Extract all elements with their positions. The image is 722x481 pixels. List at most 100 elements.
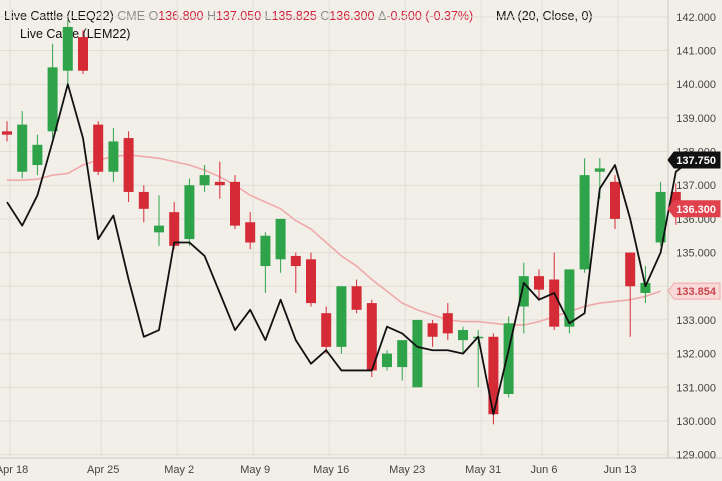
candle-body <box>610 181 620 219</box>
x-tick-label: May 31 <box>465 464 501 476</box>
candle-body <box>579 175 590 270</box>
x-tick-label: Apr 25 <box>87 464 119 476</box>
chart-header: Live Cattle (LEQ22) CME O136.800 H137.05… <box>4 9 473 23</box>
candle-body <box>427 323 438 337</box>
candle-body <box>442 313 453 334</box>
candle-body <box>351 286 362 310</box>
candle-body <box>230 181 240 226</box>
price-badge-compare: 137.750 <box>667 151 721 169</box>
close-label: C <box>320 9 330 23</box>
candle-body <box>17 124 28 172</box>
candle-body <box>245 222 256 243</box>
candle-down <box>549 252 560 331</box>
low-value: 135.825 <box>271 9 317 23</box>
candle-down <box>488 333 499 425</box>
candle-body <box>260 235 271 267</box>
candle-body <box>564 269 575 327</box>
candle-body <box>214 181 225 186</box>
candle-body <box>32 144 43 166</box>
y-tick-label: 135.000 <box>676 248 716 260</box>
ma-line <box>7 154 661 326</box>
candle-body <box>594 168 605 172</box>
price-badge-down: 136.300 <box>667 200 721 218</box>
x-tick-label: Apr 18 <box>0 464 28 476</box>
candle-body <box>123 138 134 192</box>
candle-up <box>458 326 468 354</box>
candle-up <box>275 218 286 273</box>
candle-up <box>336 286 347 354</box>
compare-line <box>6 83 692 416</box>
y-tick-label: 141.000 <box>676 46 716 58</box>
open-label: O <box>148 9 159 23</box>
candle-down <box>138 185 149 223</box>
candle-body <box>549 279 560 327</box>
candle-up <box>260 232 271 293</box>
candle-down <box>169 202 180 250</box>
y-tick-label: 133.000 <box>676 315 716 327</box>
candle-body <box>321 313 332 347</box>
candle-body <box>199 175 210 186</box>
candle-down <box>78 30 88 75</box>
x-axis: Apr 18 Apr 25 May 2 May 9 May 16 May 23 May 31… <box>0 464 637 476</box>
candle-up <box>154 195 164 246</box>
y-tick-label: 130.000 <box>676 416 716 428</box>
candle-down <box>366 299 377 378</box>
change-label: Δ <box>377 9 387 23</box>
open-value: 136.800 <box>158 9 204 23</box>
candle-body <box>62 26 73 71</box>
exchange-label: CME <box>117 9 146 23</box>
candle-body <box>169 212 180 246</box>
candle-up <box>518 262 529 334</box>
compare-line-layer <box>6 83 692 416</box>
symbol-label: Live Cattle (LEQ22) <box>4 9 114 23</box>
price-badge-shape <box>667 282 721 300</box>
candle-body <box>47 67 58 132</box>
price-badge-shape <box>667 151 721 169</box>
y-tick-label: 132.000 <box>676 349 716 361</box>
candle-up <box>199 165 210 192</box>
candle-body <box>336 286 347 347</box>
price-badge-shape <box>667 200 721 218</box>
candle-up <box>108 127 119 182</box>
candle-down <box>93 121 104 176</box>
x-tick-label: May 23 <box>389 464 425 476</box>
moving-average-layer <box>7 154 661 326</box>
high-label: H <box>206 9 216 23</box>
x-tick-label: May 2 <box>164 464 194 476</box>
candle-body <box>2 131 12 135</box>
candle-body <box>154 225 164 233</box>
candle-up <box>184 178 195 246</box>
candles-layer <box>2 20 681 425</box>
candle-up <box>17 111 28 179</box>
candle-down <box>214 161 225 199</box>
price-badge-label: 133.854 <box>676 286 717 298</box>
y-tick-label: 131.000 <box>676 382 716 394</box>
candle-up <box>655 181 666 246</box>
candle-up <box>412 319 423 388</box>
candle-body <box>290 255 301 267</box>
candle-body <box>397 340 408 368</box>
price-badge-ma: 133.854 <box>667 282 721 300</box>
candle-body <box>625 252 636 287</box>
x-tick-label: May 16 <box>313 464 349 476</box>
y-axis: 129.000130.000131.000132.000133.000134.0… <box>676 12 716 462</box>
candle-body <box>184 185 195 240</box>
compare-legend: Live Cattle (LEM22) <box>20 27 131 41</box>
candle-up <box>32 134 43 176</box>
candle-body <box>655 191 666 243</box>
y-tick-label: 139.000 <box>676 113 716 125</box>
candle-body <box>306 259 316 304</box>
candle-up <box>579 158 590 273</box>
candle-body <box>93 124 104 172</box>
candle-up <box>47 43 58 139</box>
candle-down <box>351 279 362 314</box>
candle-body <box>534 276 544 290</box>
y-tick-label: 129.000 <box>676 450 716 462</box>
candle-up <box>62 20 73 85</box>
candle-down <box>306 252 316 307</box>
candle-body <box>503 323 514 395</box>
candle-body <box>78 37 88 71</box>
candle-down <box>123 131 134 203</box>
candle-down <box>245 212 256 250</box>
